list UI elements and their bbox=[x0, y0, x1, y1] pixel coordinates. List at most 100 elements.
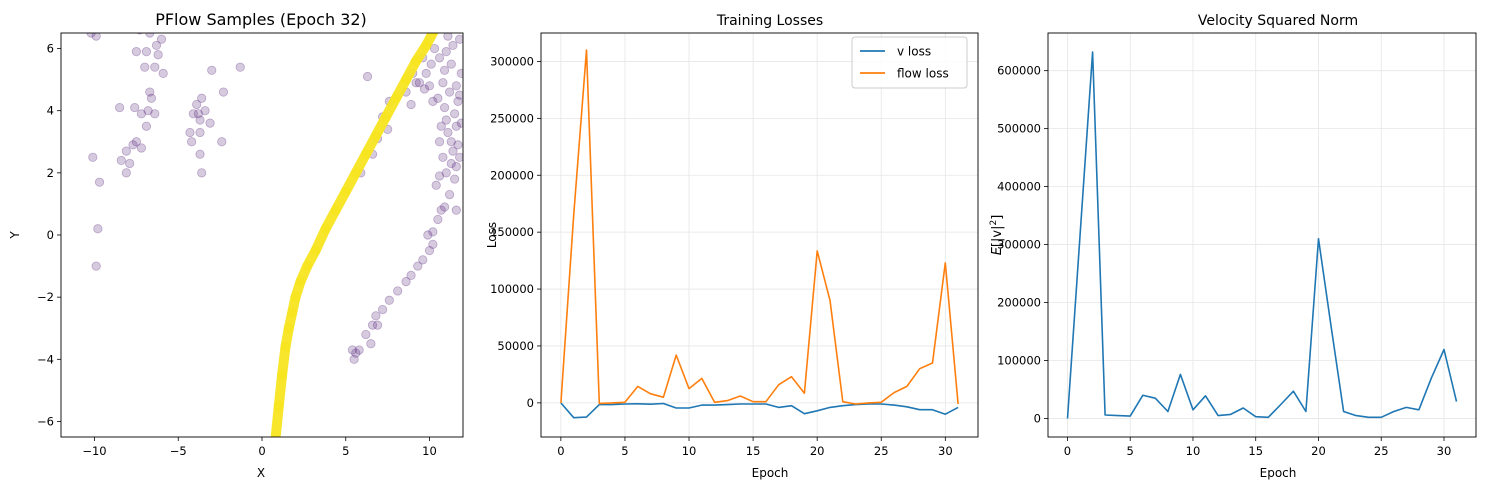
sample-point bbox=[141, 47, 152, 57]
trajectory-point bbox=[401, 74, 412, 85]
trajectory-point bbox=[280, 341, 291, 352]
sample-point bbox=[414, 78, 425, 88]
sample-point bbox=[88, 152, 98, 162]
sample-point bbox=[436, 205, 446, 215]
y-tick-label: 4 bbox=[47, 104, 54, 118]
sample-point bbox=[431, 180, 441, 190]
sample-point bbox=[451, 205, 461, 215]
sample-point bbox=[377, 304, 388, 315]
x-tick-label: 30 bbox=[1437, 444, 1452, 458]
x-tick-label: 5 bbox=[342, 444, 349, 458]
sample-point bbox=[115, 102, 125, 113]
sample-point bbox=[433, 214, 443, 225]
sample-point bbox=[453, 140, 463, 150]
y-axis-label: Y bbox=[8, 231, 22, 240]
sample-point bbox=[423, 230, 433, 240]
sample-point bbox=[354, 345, 364, 355]
sample-point bbox=[421, 68, 431, 79]
sample-point bbox=[433, 93, 443, 103]
x-axis-label: Epoch bbox=[752, 466, 789, 480]
x-tick-label: 5 bbox=[1127, 444, 1134, 458]
x-tick-label: 10 bbox=[1186, 444, 1201, 458]
sample-point bbox=[455, 90, 463, 100]
sample-point bbox=[453, 96, 463, 106]
trajectory-point bbox=[283, 323, 294, 334]
sample-point bbox=[438, 152, 448, 162]
x-axis-ticks: 0 5 10 15 20 25 30 bbox=[557, 437, 953, 458]
y-tick-label: −4 bbox=[37, 352, 54, 366]
sample-point bbox=[441, 47, 451, 57]
x-tick-label: 5 bbox=[621, 444, 628, 458]
trajectory-point bbox=[391, 93, 401, 104]
sample-point bbox=[136, 109, 146, 119]
grid-lines bbox=[541, 33, 978, 437]
sample-point bbox=[93, 224, 103, 234]
trajectory-point bbox=[350, 167, 361, 178]
plot-frame bbox=[540, 32, 979, 438]
y-axis-ticks: −6 −4 −2 0 2 4 6 bbox=[37, 42, 61, 428]
sample-point bbox=[130, 102, 140, 113]
flow-loss-line bbox=[560, 49, 959, 405]
y-tick-label: 300000 bbox=[490, 54, 534, 68]
sample-point bbox=[401, 277, 411, 287]
plot-frame bbox=[1047, 32, 1477, 438]
sample-point bbox=[351, 348, 361, 358]
sample-point bbox=[419, 84, 430, 94]
sample-point bbox=[456, 118, 463, 128]
sample-point bbox=[439, 202, 450, 212]
sample-point bbox=[131, 137, 141, 147]
sample-point bbox=[200, 106, 210, 116]
sample-point bbox=[195, 149, 205, 159]
trajectory-point bbox=[340, 186, 351, 197]
trajectory-point bbox=[411, 55, 422, 66]
sample-point bbox=[443, 127, 453, 138]
sample-point bbox=[121, 168, 131, 178]
sample-point bbox=[446, 137, 456, 147]
sample-point bbox=[413, 261, 423, 271]
y-tick-label: 100000 bbox=[490, 282, 534, 296]
sample-point bbox=[428, 96, 438, 106]
sample-point bbox=[158, 68, 168, 79]
trajectory-point bbox=[330, 205, 341, 216]
sample-point bbox=[188, 109, 198, 119]
legend-box bbox=[851, 36, 968, 89]
velocity-line bbox=[1066, 51, 1458, 419]
sample-point bbox=[235, 62, 245, 72]
x-axis-label: Epoch bbox=[1260, 466, 1297, 480]
sample-point bbox=[193, 109, 203, 119]
x-tick-label: 0 bbox=[1064, 444, 1071, 458]
trajectory-point bbox=[320, 223, 331, 234]
sample-point bbox=[367, 320, 378, 330]
sample-point bbox=[140, 62, 150, 72]
sample-point bbox=[436, 121, 446, 131]
y-tick-label: 200000 bbox=[997, 296, 1041, 310]
y-tick-label: 500000 bbox=[997, 122, 1041, 136]
x-tick-label: 0 bbox=[557, 444, 564, 458]
sample-point bbox=[448, 40, 458, 51]
sample-point bbox=[366, 339, 376, 349]
sample-point bbox=[450, 109, 460, 119]
sample-point bbox=[150, 109, 160, 119]
x-tick-label: −5 bbox=[170, 444, 187, 458]
y-tick-label: 200000 bbox=[490, 168, 534, 182]
sample-point bbox=[418, 255, 428, 265]
sample-point bbox=[116, 155, 126, 166]
sample-point bbox=[438, 78, 448, 88]
trajectory-point bbox=[360, 149, 371, 160]
x-tick-label: 15 bbox=[746, 444, 761, 458]
sample-point bbox=[349, 354, 359, 364]
sample-point bbox=[141, 121, 152, 131]
legend-label-v-loss: v loss bbox=[897, 45, 931, 59]
sample-point bbox=[86, 33, 96, 38]
trajectory-point bbox=[421, 40, 432, 51]
trajectory-point bbox=[273, 400, 284, 411]
trajectory-point bbox=[370, 130, 381, 141]
y-tick-label: 0 bbox=[1034, 411, 1041, 425]
y-tick-label: 150000 bbox=[490, 225, 534, 239]
trajectory-path bbox=[270, 33, 439, 437]
trajectory-point bbox=[380, 111, 391, 122]
sample-point bbox=[393, 286, 403, 296]
trajectory-point bbox=[302, 261, 313, 272]
sample-point bbox=[446, 158, 456, 169]
sample-point bbox=[434, 171, 445, 181]
